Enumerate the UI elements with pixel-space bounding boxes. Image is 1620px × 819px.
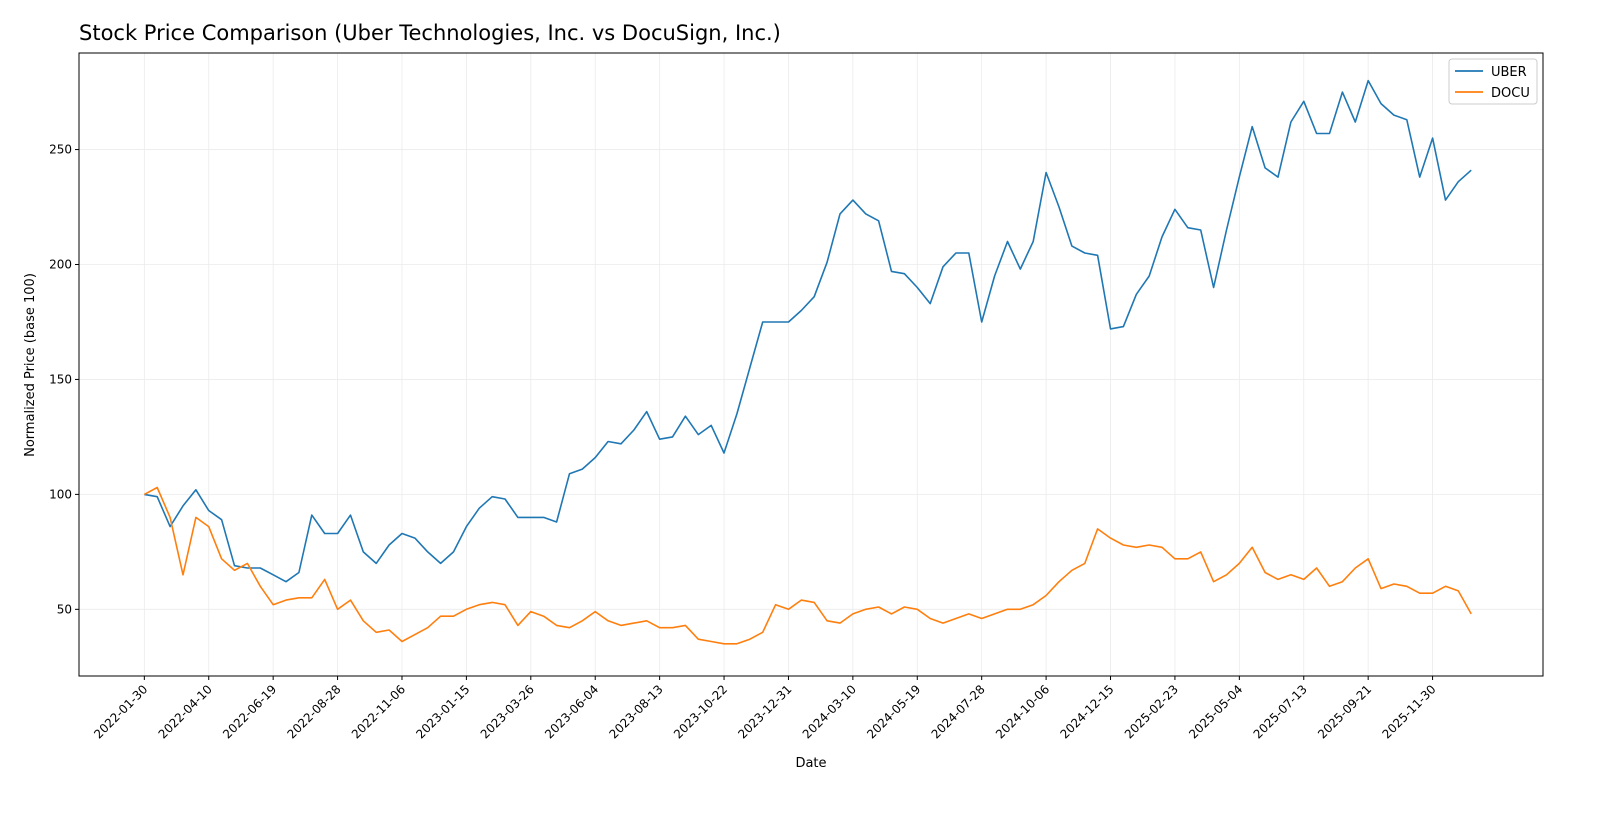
chart-title: Stock Price Comparison (Uber Technologie… — [79, 21, 781, 45]
grid — [79, 53, 1543, 676]
x-tick-label: 2025-07-13 — [1251, 682, 1310, 741]
plot-frame — [78, 52, 1544, 677]
series-lines — [143, 79, 1472, 645]
x-tick-label: 2024-07-28 — [929, 682, 988, 741]
x-tick-label: 2023-01-15 — [413, 682, 472, 741]
x-tick-label: 2023-10-22 — [671, 682, 730, 741]
x-tick-label: 2024-03-10 — [800, 682, 859, 741]
legend: UBER DOCU — [1448, 58, 1538, 105]
y-tick-label: 150 — [49, 372, 72, 386]
y-tick-label: 100 — [49, 487, 72, 501]
x-axis: 2022-01-30 2022-04-10 2022-06-19 2022-08-28… — [91, 676, 1439, 741]
x-tick-label: 2025-02-23 — [1122, 682, 1181, 741]
x-tick-label: 2022-08-28 — [284, 682, 343, 741]
series-line-docu — [143, 486, 1472, 645]
x-tick-label: 2024-12-15 — [1057, 682, 1116, 741]
x-tick-label: 2024-05-19 — [864, 682, 923, 741]
y-axis: 50 100 150 200 250 — [49, 143, 79, 616]
y-tick-label: 250 — [49, 143, 72, 157]
y-tick-label: 200 — [49, 257, 72, 271]
x-tick-label: 2023-03-26 — [478, 682, 537, 741]
x-tick-label: 2025-09-21 — [1315, 682, 1374, 741]
legend-label-uber: UBER — [1491, 65, 1527, 80]
y-tick-label: 50 — [57, 602, 72, 616]
x-tick-label: 2022-04-10 — [156, 682, 215, 741]
x-tick-label: 2025-11-30 — [1379, 682, 1438, 741]
x-tick-label: 2023-06-04 — [542, 682, 601, 741]
x-tick-label: 2023-08-13 — [607, 682, 666, 741]
legend-label-docu: DOCU — [1491, 86, 1530, 101]
x-tick-label: 2022-11-06 — [349, 682, 408, 741]
series-line-uber — [144, 79, 1472, 583]
x-tick-label: 2025-05-04 — [1186, 682, 1245, 741]
x-tick-label: 2024-10-06 — [993, 682, 1052, 741]
x-tick-label: 2022-06-19 — [220, 682, 279, 741]
x-tick-label: 2022-01-30 — [91, 682, 150, 741]
x-axis-label: Date — [795, 756, 826, 771]
y-axis-label: Normalized Price (base 100) — [23, 273, 38, 457]
x-tick-label: 2023-12-31 — [735, 682, 794, 741]
